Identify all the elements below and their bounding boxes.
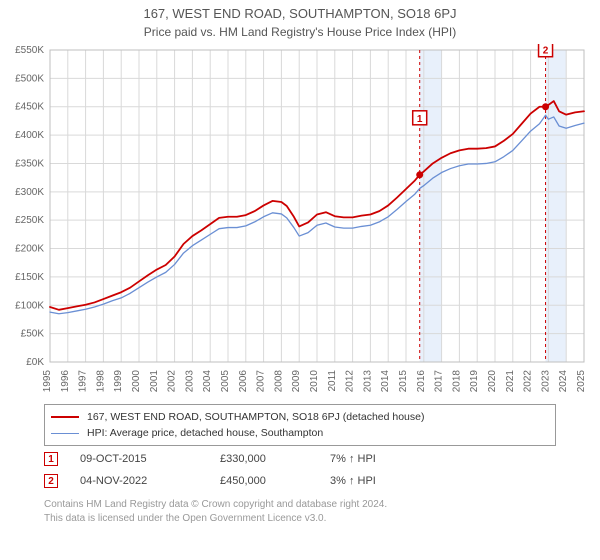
svg-text:2010: 2010 — [309, 370, 320, 393]
svg-text:2023: 2023 — [540, 370, 551, 393]
svg-text:£550K: £550K — [15, 45, 44, 56]
svg-text:2: 2 — [543, 46, 549, 57]
svg-text:2002: 2002 — [167, 370, 178, 393]
svg-text:£400K: £400K — [15, 130, 44, 141]
legend-swatch — [51, 416, 79, 418]
transaction-row: 2 04-NOV-2022£450,0003% ↑ HPI — [44, 470, 556, 492]
chart-svg: £0K £50K £100K £150K £200K £250K £300K £350K £40… — [0, 44, 600, 396]
svg-text:2004: 2004 — [202, 370, 213, 393]
svg-text:1: 1 — [417, 114, 423, 125]
svg-text:2009: 2009 — [291, 370, 302, 393]
svg-text:1998: 1998 — [95, 370, 106, 393]
svg-text:2025: 2025 — [576, 370, 587, 393]
transactions-table: 1 09-OCT-2015£330,0007% ↑ HPI 2 04-NOV-2022… — [44, 448, 556, 492]
svg-text:1997: 1997 — [78, 370, 89, 393]
footer-line-1: Contains HM Land Registry data © Crown c… — [44, 498, 556, 512]
svg-text:2022: 2022 — [523, 370, 534, 393]
footer-licence: Contains HM Land Registry data © Crown c… — [44, 498, 556, 525]
svg-text:2019: 2019 — [469, 370, 480, 393]
tx-marker: 2 — [44, 474, 58, 488]
svg-text:2000: 2000 — [131, 370, 142, 393]
svg-text:2018: 2018 — [451, 370, 462, 393]
tx-marker: 1 — [44, 452, 58, 466]
tx-date: 04-NOV-2022 — [80, 475, 220, 487]
page-subtitle: Price paid vs. HM Land Registry's House … — [0, 21, 600, 43]
svg-text:£500K: £500K — [15, 73, 44, 84]
legend-label: HPI: Average price, detached house, Sout… — [87, 427, 323, 439]
tx-price: £450,000 — [220, 475, 330, 487]
svg-text:2005: 2005 — [220, 370, 231, 393]
svg-text:£450K: £450K — [15, 102, 44, 113]
svg-text:2016: 2016 — [416, 370, 427, 393]
svg-text:2014: 2014 — [380, 370, 391, 393]
svg-text:1995: 1995 — [42, 370, 53, 393]
svg-text:2012: 2012 — [345, 370, 356, 393]
svg-text:2020: 2020 — [487, 370, 498, 393]
svg-text:£350K: £350K — [15, 158, 44, 169]
tx-date: 09-OCT-2015 — [80, 453, 220, 465]
tx-diff: 7% ↑ HPI — [330, 453, 440, 465]
legend: 167, WEST END ROAD, SOUTHAMPTON, SO18 6P… — [44, 404, 556, 446]
svg-text:£200K: £200K — [15, 244, 44, 255]
svg-text:2024: 2024 — [558, 370, 569, 393]
svg-text:£50K: £50K — [21, 329, 45, 340]
svg-text:1996: 1996 — [60, 370, 71, 393]
legend-row: 167, WEST END ROAD, SOUTHAMPTON, SO18 6P… — [51, 409, 549, 425]
legend-swatch — [51, 433, 79, 434]
page-title: 167, WEST END ROAD, SOUTHAMPTON, SO18 6P… — [0, 0, 600, 21]
svg-text:2015: 2015 — [398, 370, 409, 393]
transaction-row: 1 09-OCT-2015£330,0007% ↑ HPI — [44, 448, 556, 470]
svg-text:£150K: £150K — [15, 272, 44, 283]
svg-text:2006: 2006 — [238, 370, 249, 393]
svg-text:2013: 2013 — [362, 370, 373, 393]
chart-area: £0K £50K £100K £150K £200K £250K £300K £350K £40… — [0, 44, 600, 396]
svg-text:£300K: £300K — [15, 187, 44, 198]
svg-text:2003: 2003 — [184, 370, 195, 393]
svg-text:2017: 2017 — [434, 370, 445, 393]
svg-text:£0K: £0K — [26, 357, 44, 368]
tx-diff: 3% ↑ HPI — [330, 475, 440, 487]
legend-row: HPI: Average price, detached house, Sout… — [51, 425, 549, 441]
svg-text:1999: 1999 — [113, 370, 124, 393]
svg-text:2008: 2008 — [273, 370, 284, 393]
tx-price: £330,000 — [220, 453, 330, 465]
legend-label: 167, WEST END ROAD, SOUTHAMPTON, SO18 6P… — [87, 411, 424, 423]
svg-text:2007: 2007 — [256, 370, 267, 393]
svg-text:2021: 2021 — [505, 370, 516, 393]
svg-text:£100K: £100K — [15, 300, 44, 311]
footer-line-2: This data is licensed under the Open Gov… — [44, 512, 556, 526]
svg-text:2011: 2011 — [327, 370, 338, 392]
svg-text:£250K: £250K — [15, 215, 44, 226]
svg-text:2001: 2001 — [149, 370, 160, 393]
